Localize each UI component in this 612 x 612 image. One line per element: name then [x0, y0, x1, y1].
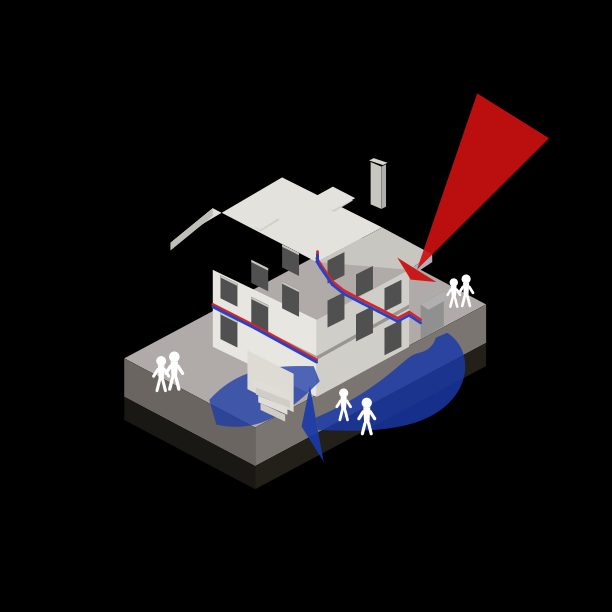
- Polygon shape: [124, 397, 255, 489]
- Polygon shape: [317, 228, 432, 270]
- Polygon shape: [341, 397, 347, 411]
- Polygon shape: [327, 292, 345, 327]
- Polygon shape: [381, 164, 386, 209]
- Polygon shape: [397, 258, 436, 282]
- Circle shape: [462, 275, 470, 283]
- Polygon shape: [220, 275, 237, 307]
- Polygon shape: [252, 259, 268, 271]
- Polygon shape: [209, 366, 319, 427]
- Circle shape: [450, 279, 457, 286]
- Polygon shape: [302, 386, 324, 461]
- Polygon shape: [258, 395, 288, 415]
- Polygon shape: [213, 304, 317, 360]
- Polygon shape: [261, 403, 285, 422]
- Polygon shape: [124, 235, 486, 428]
- Polygon shape: [213, 270, 317, 397]
- Polygon shape: [282, 282, 299, 317]
- Polygon shape: [220, 275, 237, 286]
- Polygon shape: [417, 94, 549, 270]
- Polygon shape: [255, 304, 486, 466]
- Polygon shape: [220, 312, 237, 348]
- Polygon shape: [371, 162, 381, 209]
- Polygon shape: [171, 362, 178, 378]
- Polygon shape: [282, 244, 299, 255]
- Polygon shape: [420, 291, 444, 339]
- Circle shape: [157, 357, 165, 365]
- Polygon shape: [384, 280, 401, 312]
- Polygon shape: [317, 270, 409, 397]
- Polygon shape: [255, 216, 280, 231]
- Polygon shape: [240, 208, 274, 228]
- Polygon shape: [384, 320, 401, 355]
- Polygon shape: [220, 312, 237, 323]
- Polygon shape: [313, 189, 348, 208]
- Polygon shape: [255, 343, 486, 489]
- Polygon shape: [310, 187, 355, 211]
- Polygon shape: [451, 286, 457, 299]
- Circle shape: [362, 398, 371, 407]
- Polygon shape: [420, 291, 452, 310]
- Polygon shape: [124, 359, 255, 466]
- Circle shape: [340, 389, 348, 397]
- Polygon shape: [170, 208, 213, 250]
- Polygon shape: [170, 177, 382, 262]
- Polygon shape: [282, 282, 299, 292]
- Polygon shape: [247, 351, 294, 412]
- Polygon shape: [327, 252, 345, 283]
- Polygon shape: [237, 206, 280, 230]
- Polygon shape: [252, 297, 268, 307]
- Polygon shape: [316, 333, 465, 431]
- Polygon shape: [252, 297, 268, 332]
- Polygon shape: [356, 306, 373, 341]
- Polygon shape: [369, 158, 387, 165]
- Polygon shape: [256, 387, 289, 408]
- Polygon shape: [282, 244, 299, 276]
- Circle shape: [170, 352, 179, 362]
- Polygon shape: [463, 283, 469, 297]
- Polygon shape: [364, 407, 370, 423]
- Polygon shape: [253, 380, 292, 401]
- Polygon shape: [317, 304, 409, 360]
- Polygon shape: [252, 259, 268, 291]
- Polygon shape: [158, 365, 165, 381]
- Polygon shape: [356, 266, 373, 297]
- Polygon shape: [409, 255, 432, 277]
- Polygon shape: [328, 196, 353, 212]
